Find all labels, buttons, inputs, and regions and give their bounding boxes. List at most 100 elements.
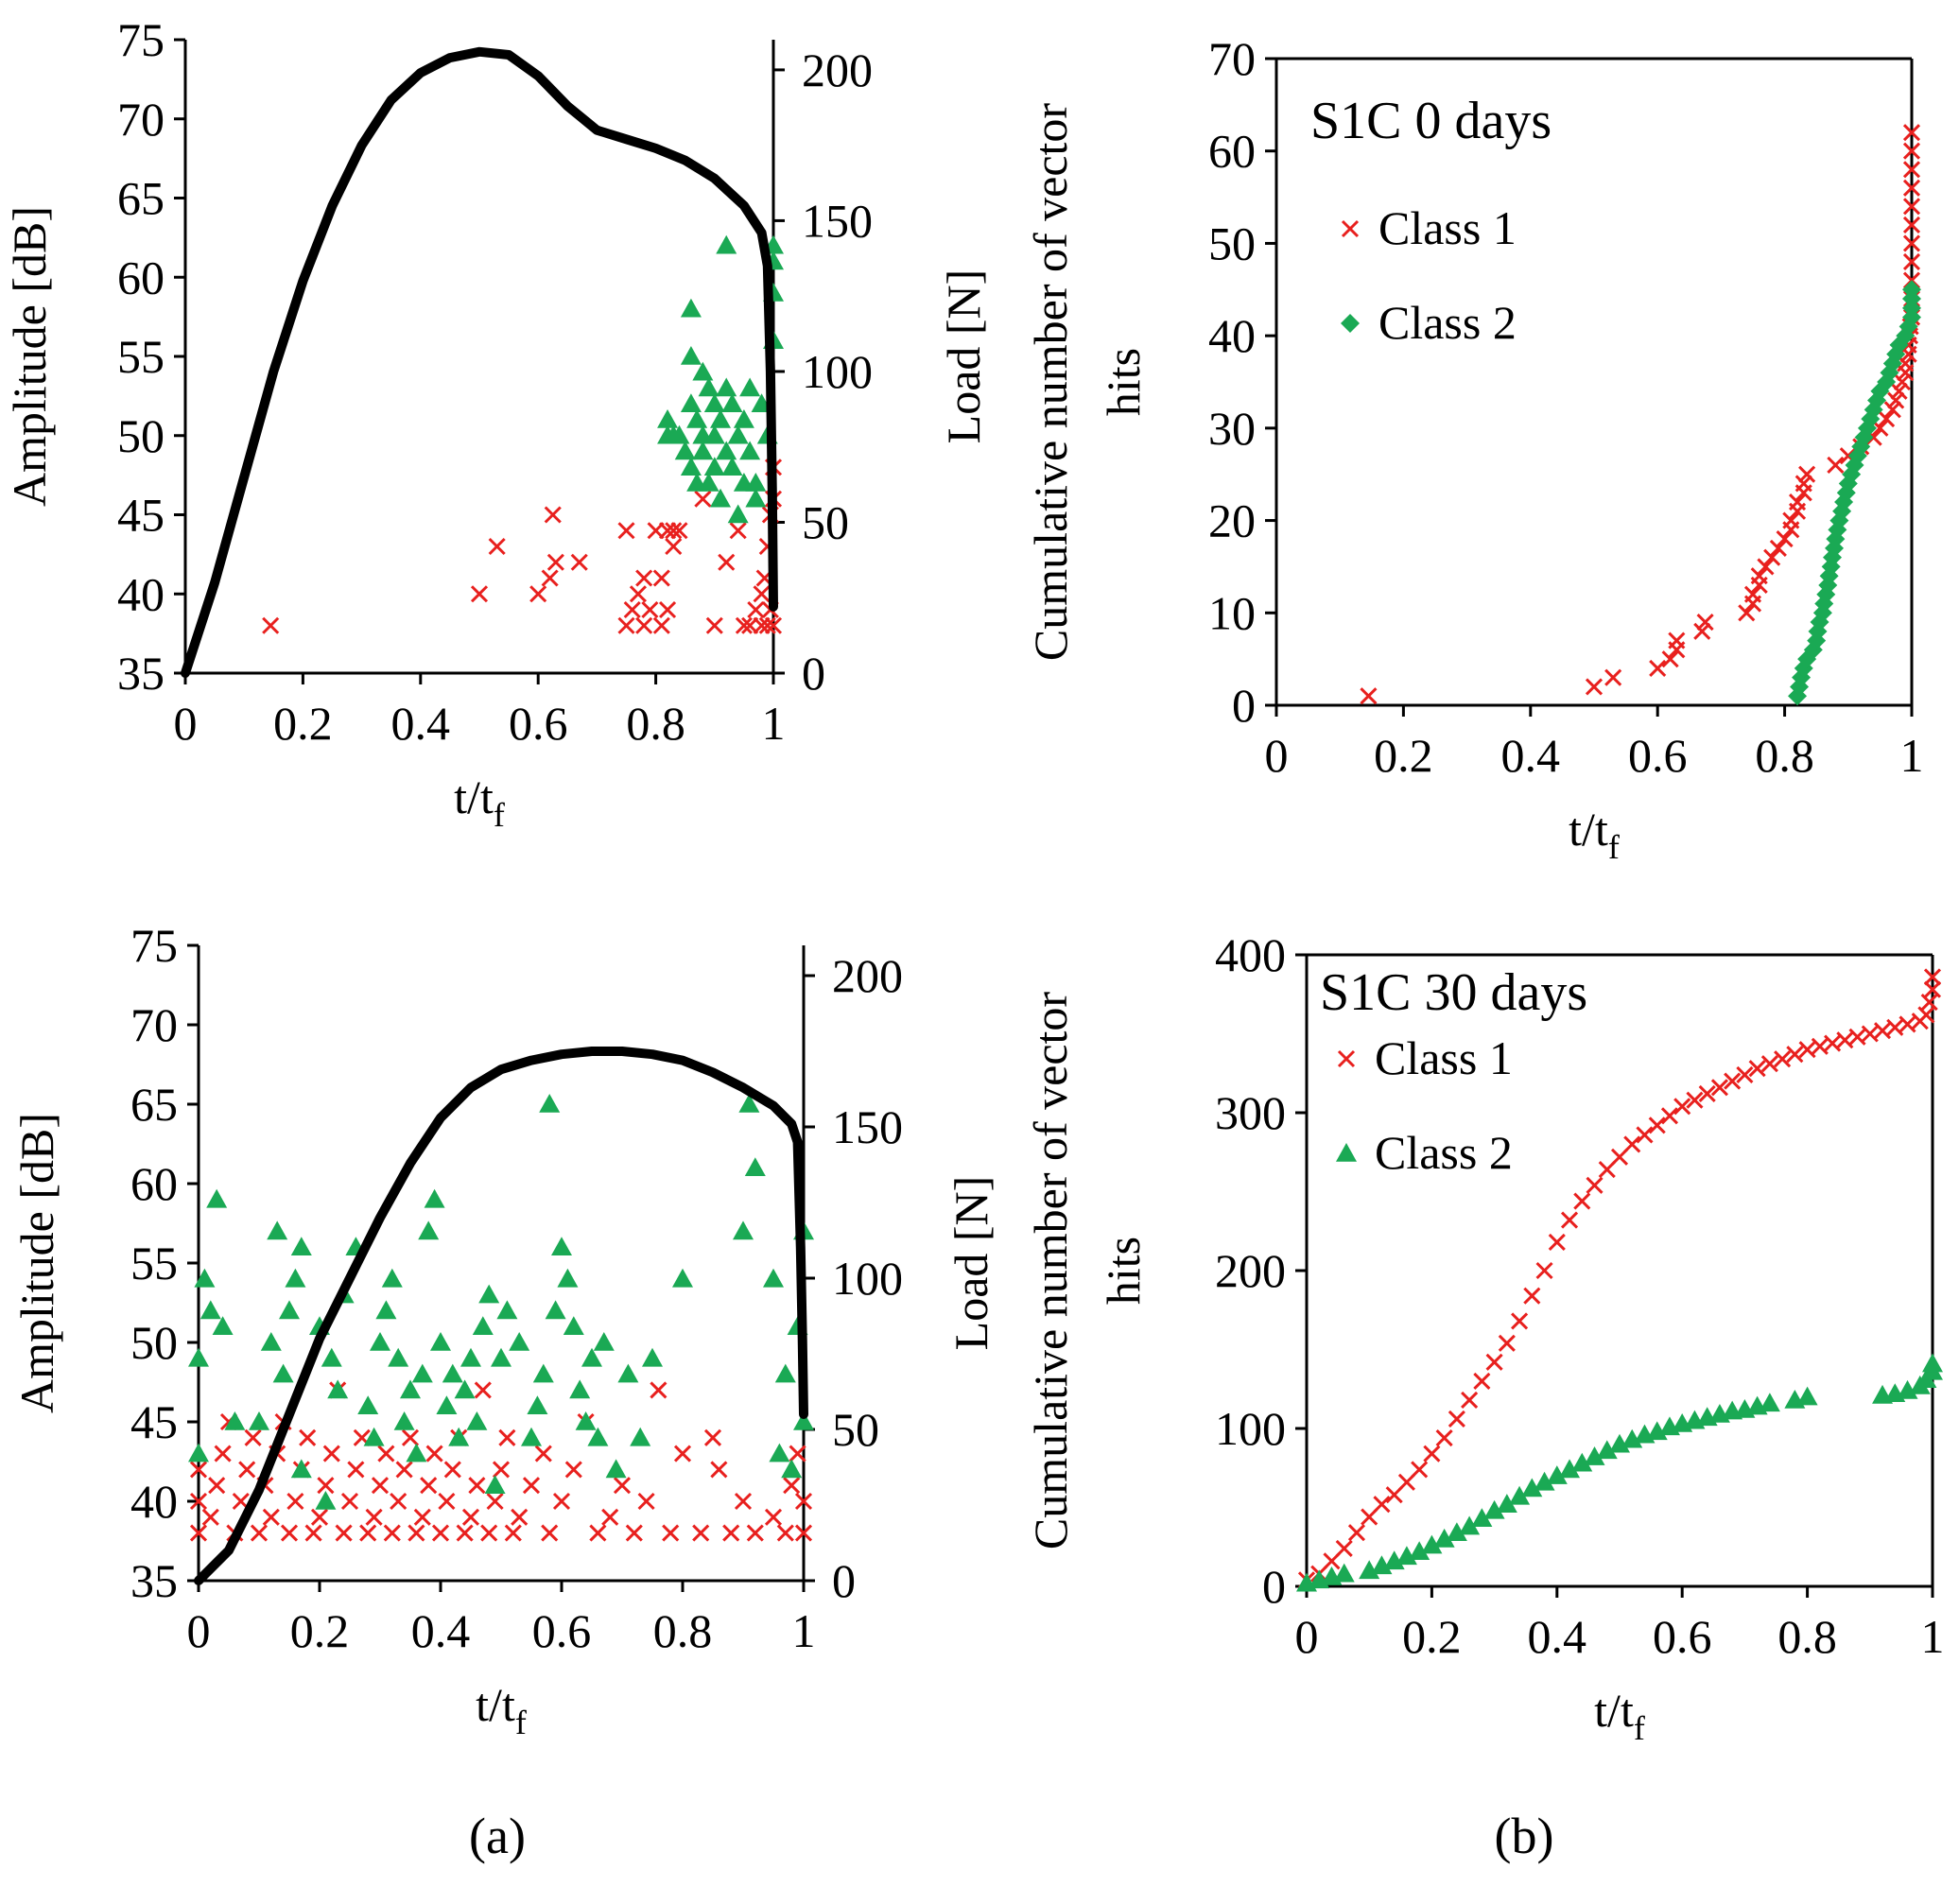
y-tick-label: 30 — [1208, 402, 1256, 455]
class2-point — [1409, 1541, 1430, 1561]
class1-point — [1585, 678, 1604, 696]
y-tick-label: 65 — [117, 172, 165, 225]
class1-point — [1698, 1084, 1716, 1103]
class2-point — [1421, 1534, 1443, 1554]
class1-point — [746, 1524, 764, 1542]
class1-point — [544, 506, 562, 524]
class2-point — [539, 1094, 561, 1113]
class2-point — [370, 1332, 390, 1351]
class2-point — [188, 1443, 209, 1463]
class2-point — [375, 1300, 397, 1320]
x-axis-label-main: t/t — [454, 770, 494, 823]
class2-point — [674, 441, 696, 460]
y2-tick-label: 100 — [802, 345, 873, 398]
class1-point — [390, 1492, 407, 1511]
class2-point — [698, 473, 719, 492]
class2-point — [727, 424, 749, 444]
legend-label-2: Class 2 — [1378, 296, 1517, 349]
class1-point — [420, 1477, 438, 1495]
class1-point — [1668, 632, 1686, 649]
class1-point — [1573, 1192, 1591, 1210]
class1-point — [617, 522, 635, 540]
class2-point — [587, 1427, 609, 1446]
x-axis-label: t/tf — [454, 770, 505, 834]
y-axis-label: Amplitude [dB] — [3, 206, 56, 507]
class2-point — [763, 1268, 784, 1288]
class1-point — [310, 1508, 329, 1526]
class2-point — [793, 1411, 814, 1430]
class1-point — [705, 616, 723, 634]
y-tick-label: 75 — [130, 919, 178, 972]
class1-point — [1878, 410, 1896, 428]
class1-point — [1648, 1116, 1666, 1134]
class1-point — [1710, 1079, 1728, 1097]
class1-point — [718, 553, 736, 571]
class2-point — [436, 1395, 458, 1414]
x-tick-label: 0.8 — [626, 697, 685, 750]
panel-label-b: (b) — [1495, 1808, 1554, 1864]
y-tick-label: 45 — [117, 489, 165, 542]
x-tick-label: 0.4 — [1528, 1610, 1587, 1663]
class2-point — [575, 1411, 597, 1430]
class1-point — [1763, 548, 1781, 566]
y-tick-label: 50 — [1208, 216, 1256, 269]
panel-label-a: (a) — [469, 1808, 526, 1864]
class2-point — [1922, 1353, 1943, 1373]
class2-point — [1509, 1485, 1531, 1505]
y-tick-label: 60 — [130, 1157, 178, 1210]
load-curve — [181, 46, 778, 678]
y-tick-label: 55 — [117, 330, 165, 383]
x-tick-label: 0 — [187, 1604, 211, 1657]
class1-point — [794, 1524, 813, 1542]
class1-point — [652, 569, 670, 587]
class2-point — [642, 1347, 663, 1367]
class2-point — [781, 1459, 803, 1479]
class1-point — [1696, 613, 1714, 632]
class1-point — [1898, 1015, 1916, 1033]
class2-point — [1433, 1528, 1455, 1548]
y-tick-label: 75 — [117, 13, 165, 66]
class1-point — [637, 1492, 655, 1511]
class1-point — [1798, 465, 1816, 483]
legend-marker-2 — [1336, 1143, 1357, 1162]
y-tick-label: 50 — [130, 1316, 178, 1369]
class2-point — [698, 377, 719, 397]
class2-point — [381, 1268, 403, 1288]
class2-point — [1446, 1522, 1467, 1542]
class2-point — [733, 1220, 754, 1240]
x-tick-label: 1 — [1900, 729, 1924, 782]
class1-point — [692, 1524, 710, 1542]
y2-tick-label: 200 — [802, 43, 873, 96]
class1-point — [1794, 475, 1812, 493]
class1-point — [480, 1524, 498, 1542]
legend-marker-1 — [1341, 219, 1360, 238]
class2-point — [680, 457, 702, 476]
y-tick-label: 45 — [130, 1395, 178, 1448]
class1-point — [1535, 1261, 1553, 1280]
class2-point — [1646, 1421, 1668, 1441]
class1-point — [474, 1381, 492, 1399]
y-tick-label: 20 — [1208, 494, 1256, 547]
class2-point — [206, 1188, 228, 1208]
class1-point — [1893, 372, 1911, 391]
y-tick-label: 100 — [1215, 1402, 1286, 1455]
class1-point — [383, 1524, 401, 1542]
class1-point — [552, 1492, 571, 1511]
y2-axis-label: Load [N] — [945, 1176, 997, 1351]
y-tick-label: 0 — [1262, 1560, 1286, 1613]
class1-point — [589, 1524, 607, 1542]
class1-point — [1511, 1312, 1529, 1330]
class1-point — [534, 1445, 552, 1463]
class1-point — [625, 1524, 643, 1542]
y2-tick-label: 200 — [832, 949, 903, 1002]
class1-point — [789, 1445, 806, 1463]
class1-point — [1788, 493, 1807, 511]
class2-point — [545, 1300, 566, 1320]
class1-point — [623, 600, 641, 619]
class1-point — [262, 616, 280, 634]
y-tick-label: 40 — [1208, 309, 1256, 362]
x-axis-label-subscript: f — [1608, 828, 1620, 866]
class2-point — [710, 409, 732, 428]
class1-point — [486, 1492, 504, 1511]
